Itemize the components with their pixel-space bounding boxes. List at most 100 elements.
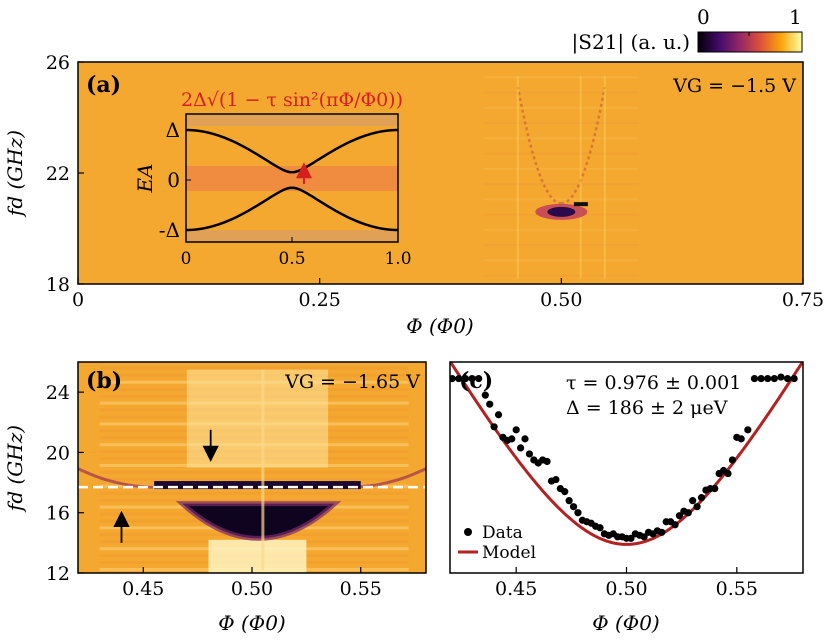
panel-a-streak <box>484 91 639 94</box>
panel-a-streak <box>484 122 639 125</box>
data-point <box>724 469 732 478</box>
data-point <box>711 485 719 493</box>
inset-ytick-label: 0 <box>167 168 180 192</box>
panel-c-plot <box>450 362 803 546</box>
panel-a-x-ticks: 0 0.25 0.50 0.75 <box>72 278 824 311</box>
panel-a-inset: 2Δ√(1 − τ sin²(πΦ/Φ0)) 0 0.5 1.0 -Δ0Δ EA <box>133 89 412 269</box>
panel-b-ytick-label: 24 <box>46 382 70 404</box>
data-point <box>764 374 772 383</box>
inset-continuum-bottom <box>186 230 398 242</box>
data-point <box>783 374 792 383</box>
data-point <box>684 509 692 517</box>
legend-data-marker <box>464 528 472 536</box>
panel-b-streak <box>99 470 409 474</box>
panel-a-heatmap-features <box>484 75 639 279</box>
data-point <box>512 426 520 434</box>
panel-b-x-ticks: 0.45 0.50 0.55 <box>122 567 382 600</box>
data-point <box>481 391 489 399</box>
data-point <box>574 509 582 517</box>
data-point <box>569 503 578 511</box>
data-point <box>770 374 778 383</box>
inset-upper-branch <box>186 128 398 174</box>
panel-b-ytick-label: 12 <box>46 563 70 585</box>
data-point <box>596 524 604 532</box>
panel-b: (b) VG = −1.65 V 0.45 0.50 0.55 12 16 20 24 Φ… <box>3 361 427 635</box>
colorbar-tick-0: 0 <box>697 5 710 29</box>
inset-xtick-label: 0.5 <box>278 249 305 269</box>
data-point <box>543 457 551 466</box>
panel-b-xtick-label: 0.55 <box>340 578 382 600</box>
panel-c-xtick-label: 0.50 <box>605 578 647 600</box>
panel-c-legend: Data Model <box>458 523 536 563</box>
data-point <box>525 450 534 458</box>
data-point <box>697 494 706 502</box>
panel-a-xtick-label: 0.50 <box>540 289 582 311</box>
panel-b-vertical-streak <box>261 369 265 570</box>
panel-b-bright-bottom <box>208 539 307 573</box>
panel-a-streak <box>484 259 639 262</box>
panel-b-xtick-label: 0.50 <box>231 578 273 600</box>
data-point <box>468 374 476 383</box>
panel-b-streak <box>99 491 409 495</box>
panel-a-streak <box>484 244 639 247</box>
inset-ytick-label: -Δ <box>159 218 180 242</box>
data-point <box>757 374 765 383</box>
data-point <box>490 423 498 431</box>
data-point <box>455 374 463 383</box>
data-point <box>640 533 648 541</box>
data-point <box>627 534 635 542</box>
data-point <box>790 374 798 383</box>
panel-c: (c) τ = 0.976 ± 0.001 Δ = 186 ± 2 μeV Da… <box>449 361 804 635</box>
panel-a-xtick-label: 0.75 <box>782 289 824 311</box>
panel-a-vertical-streak <box>603 75 606 279</box>
panel-a-streak <box>484 198 639 201</box>
inset-xtick-label: 1.0 <box>384 249 411 269</box>
inset-curves <box>186 128 398 232</box>
panel-b-streak <box>99 477 409 481</box>
panel-b-vline-right <box>349 466 426 489</box>
colorbar-tick-1: 1 <box>789 5 802 29</box>
panel-a-gate-voltage: VG = −1.5 V <box>672 75 796 97</box>
panel-b-ylabel: fd (GHz) <box>3 425 27 513</box>
legend-data-label: Data <box>482 523 523 543</box>
data-point <box>689 497 697 505</box>
panel-a-xtick-label: 0.25 <box>299 289 341 311</box>
data-point <box>744 426 752 434</box>
inset-formula: 2Δ√(1 − τ sin²(πΦ/Φ0)) <box>181 89 403 111</box>
data-point <box>737 435 745 443</box>
data-point <box>508 435 516 443</box>
panel-a-streak <box>484 183 639 186</box>
panel-a-ytick-label: 22 <box>46 163 70 185</box>
data-point <box>693 503 701 511</box>
panel-c-delta: Δ = 186 ± 2 μeV <box>566 397 728 419</box>
data-point <box>777 373 785 381</box>
data-point <box>486 400 494 408</box>
data-point <box>521 435 529 443</box>
panel-a-vertical-streak <box>579 75 582 279</box>
panel-b-streak <box>99 498 409 502</box>
model-curve <box>450 362 803 546</box>
panel-a-streak <box>484 76 639 79</box>
data-point <box>675 512 684 520</box>
panel-c-label: (c) <box>459 368 493 394</box>
resonance-dip-core <box>547 206 576 217</box>
panel-a-streak <box>484 228 639 231</box>
panel-a-y-ticks: 18 22 26 <box>46 52 84 296</box>
colorbar: 0 1 |S21| (a. u.) <box>572 5 803 55</box>
data-point <box>517 444 525 452</box>
panel-b-vline-left <box>78 466 155 489</box>
data-point <box>671 521 679 529</box>
panel-b-label: (b) <box>86 368 122 394</box>
panel-a-ytick-label: 26 <box>46 52 70 74</box>
data-point <box>461 374 470 383</box>
inset-y-ticks: -Δ 0 Δ <box>159 118 191 242</box>
panel-b-y-ticks: 12 16 20 24 <box>46 382 84 585</box>
panel-a-ylabel: fd (GHz) <box>3 130 27 218</box>
panel-b-xtick-label: 0.45 <box>122 578 164 600</box>
legend-model-label: Model <box>482 543 536 563</box>
panel-b-ytick-label: 16 <box>46 503 70 525</box>
panel-b-gate-voltage: VG = −1.65 V <box>284 371 420 393</box>
panel-a-xtick-label: 0 <box>72 289 84 311</box>
panel-c-xtick-label: 0.45 <box>495 578 537 600</box>
